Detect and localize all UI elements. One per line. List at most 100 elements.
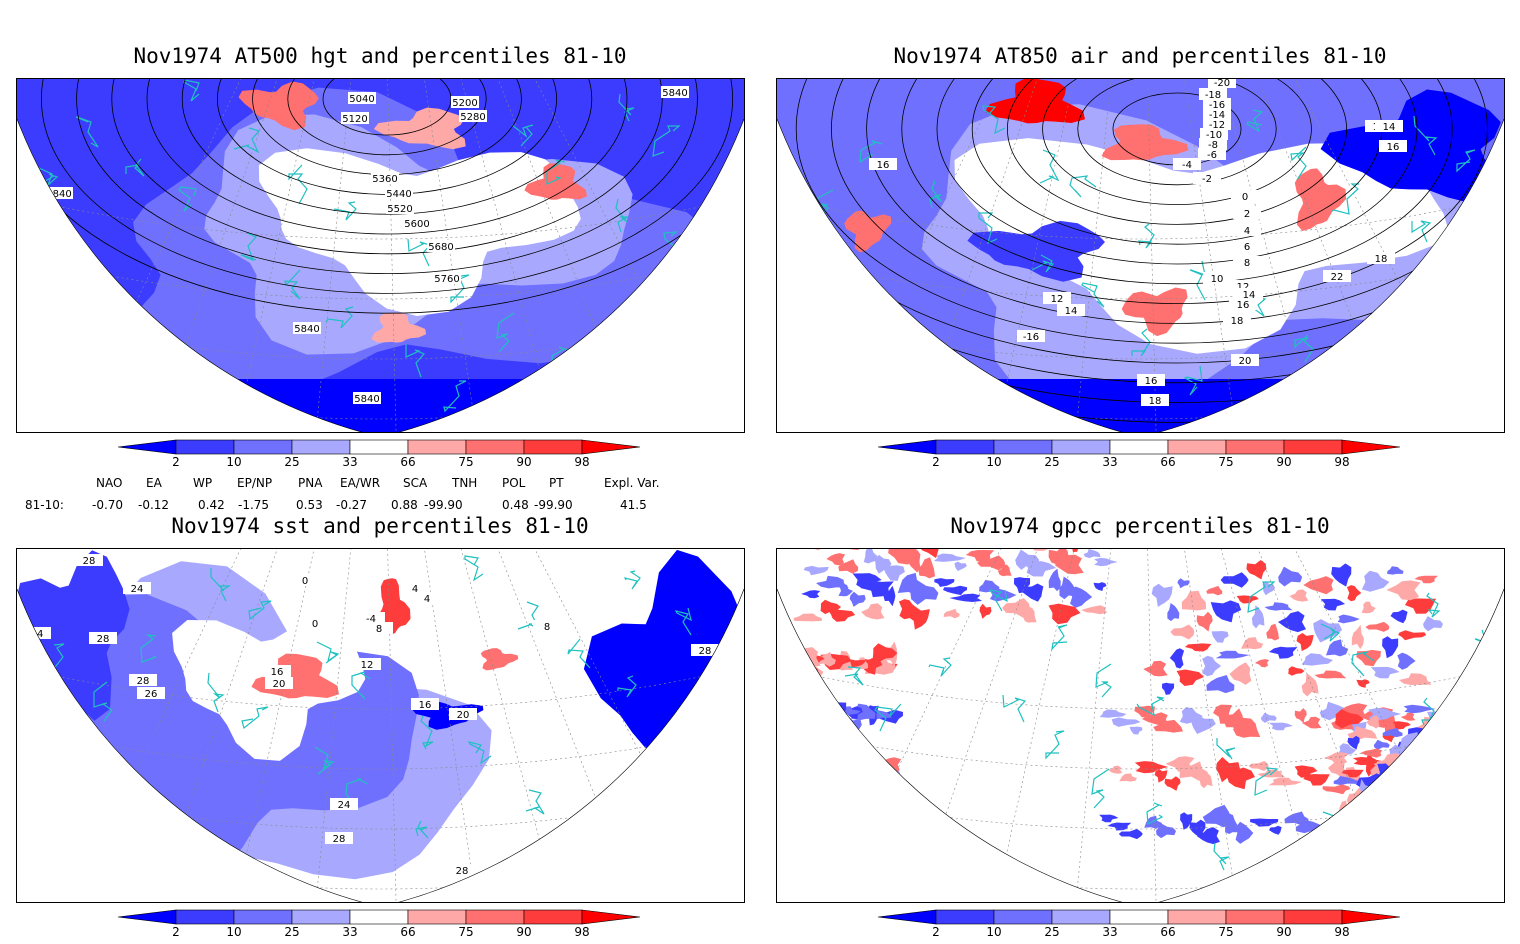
sst-contour-label: 4 — [412, 584, 418, 595]
index-header: POL — [502, 476, 526, 490]
sst-contour-label-bg — [365, 622, 393, 634]
colorbar-segment — [1167, 439, 1227, 455]
air-contour-label-bg — [1231, 354, 1259, 366]
colorbar-segment — [1225, 909, 1285, 925]
hgt-contour-label: 5840 — [354, 394, 379, 405]
air-contour-label-bg — [1233, 256, 1261, 268]
hgt-contour-label-bg — [459, 110, 487, 122]
colorbar-arrow-high — [1341, 439, 1401, 455]
index-value: -1.75 — [238, 498, 270, 512]
colorbar-segment — [291, 439, 351, 455]
colorbar-tick-label: 66 — [1160, 925, 1176, 939]
air-contour-label: 18 — [1375, 254, 1388, 265]
colorbar-tick-label: 10 — [986, 455, 1002, 469]
sst-contour-label-bg — [401, 582, 429, 594]
sst-contour-label-bg — [75, 554, 103, 566]
sst-contour-label-bg — [413, 592, 441, 604]
hgt-contour-label: 5440 — [386, 189, 411, 200]
air-contour-label: 18 — [1149, 396, 1162, 407]
index-header: WP — [193, 476, 213, 490]
colorbar-segment — [1167, 909, 1227, 925]
air-contour-label-bg — [1379, 140, 1407, 152]
air-contour-label-bg — [1137, 374, 1165, 386]
sst-contour-label: -4 — [366, 614, 376, 625]
air-contour-label: 16 — [1145, 376, 1158, 387]
air-contour-label: -6 — [1207, 150, 1217, 161]
colorbar-segment — [407, 439, 467, 455]
colorbar-tick-label: 10 — [226, 925, 242, 939]
air-contour-label: 6 — [1244, 242, 1250, 253]
sst-contour-label: 28 — [137, 676, 150, 687]
index-header: TNH — [452, 476, 478, 490]
hgt-contour-label-bg — [348, 92, 376, 104]
air-contour-label-bg — [1203, 108, 1231, 120]
air-contour-label: 22 — [1331, 272, 1344, 283]
hgt-contour-label: 5040 — [349, 94, 374, 105]
colorbar-tick-label: 90 — [516, 925, 532, 939]
sst-contour-label: 28 — [333, 834, 346, 845]
air-contour-line — [866, 79, 1488, 305]
panel-title-hgt: Nov1974 AT500 hgt and percentiles 81-10 — [133, 44, 627, 68]
hgt-contour-line — [17, 79, 744, 314]
sst-contour-label: 28 — [83, 556, 96, 567]
index-header: Expl. Var. — [604, 476, 660, 490]
colorbar-segment — [523, 439, 583, 455]
air-contour-label-bg — [1229, 298, 1257, 310]
colorbar-arrow-low — [877, 439, 937, 455]
sst-contour-label-bg — [448, 864, 476, 876]
air-contour-label: 18 — [1231, 316, 1244, 327]
hgt-contour-label: 5760 — [434, 274, 459, 285]
air-contour-label: 12 — [1237, 282, 1250, 293]
hgt-contour-line — [287, 79, 487, 156]
map-gpcc — [777, 549, 1504, 902]
air-contour-line — [777, 79, 1504, 384]
air-contour-label-bg — [1043, 292, 1071, 304]
sst-contour-label: 28 — [97, 634, 110, 645]
air-contour-label-bg — [1198, 148, 1226, 160]
air-contour-label-bg — [1367, 252, 1395, 264]
sst-contour-label-bg — [449, 708, 477, 720]
colorbar-tick-label: 25 — [1044, 455, 1060, 469]
index-header: PNA — [298, 476, 323, 490]
colorbar-tick-label: 90 — [1276, 455, 1292, 469]
air-contour-label-bg — [1200, 128, 1228, 140]
sst-contour-label: 8 — [376, 624, 382, 635]
colorbar-tick-label: 75 — [458, 455, 474, 469]
colorbar-tick-label: 2 — [932, 925, 940, 939]
sst-contour-label: 8 — [544, 622, 550, 633]
sst-contour-label: 28 — [456, 866, 469, 877]
colorbar-tick-label: 66 — [400, 455, 416, 469]
air-contour-label-bg — [1173, 158, 1201, 170]
air-contour-label-bg — [1323, 270, 1351, 282]
index-value: -0.12 — [138, 498, 170, 512]
air-contour-line — [795, 79, 1504, 344]
colorbar-segment — [175, 439, 235, 455]
colorbar-tick-label: 75 — [1218, 925, 1234, 939]
air-contour-label: 14 — [1065, 306, 1078, 317]
hgt-contour-label-bg — [451, 96, 479, 108]
index-header: PT — [549, 476, 564, 490]
colorbar-segment — [233, 909, 293, 925]
colorbar-tick-label: 33 — [1102, 455, 1118, 469]
air-contour-label: -2 — [1202, 174, 1212, 185]
hgt-contour-line — [40, 79, 734, 294]
colorbar-arrow-high — [581, 439, 641, 455]
air-contour-label: -18 — [1205, 90, 1221, 101]
colorbar-segment — [407, 909, 467, 925]
hgt-contour-line — [146, 79, 628, 235]
sst-contour-label-bg — [89, 632, 117, 644]
colorbar-tick-label: 75 — [1218, 455, 1234, 469]
colorbar-segment — [1283, 909, 1343, 925]
hgt-contour-label: 5840 — [46, 189, 71, 200]
colorbar-segment — [935, 909, 995, 925]
colorbar-segment — [233, 439, 293, 455]
air-contour-line — [1006, 79, 1348, 225]
sst-contour-label: 20 — [273, 679, 286, 690]
air-contour-line — [777, 79, 1504, 423]
air-contour-label-bg — [1208, 79, 1236, 88]
air-contour-line — [830, 79, 1504, 324]
sst-contour-label-bg — [411, 698, 439, 710]
hgt-contour-line — [111, 79, 663, 255]
hgt-contour-label-bg — [341, 112, 369, 124]
air-contour-label-bg — [1231, 190, 1259, 202]
